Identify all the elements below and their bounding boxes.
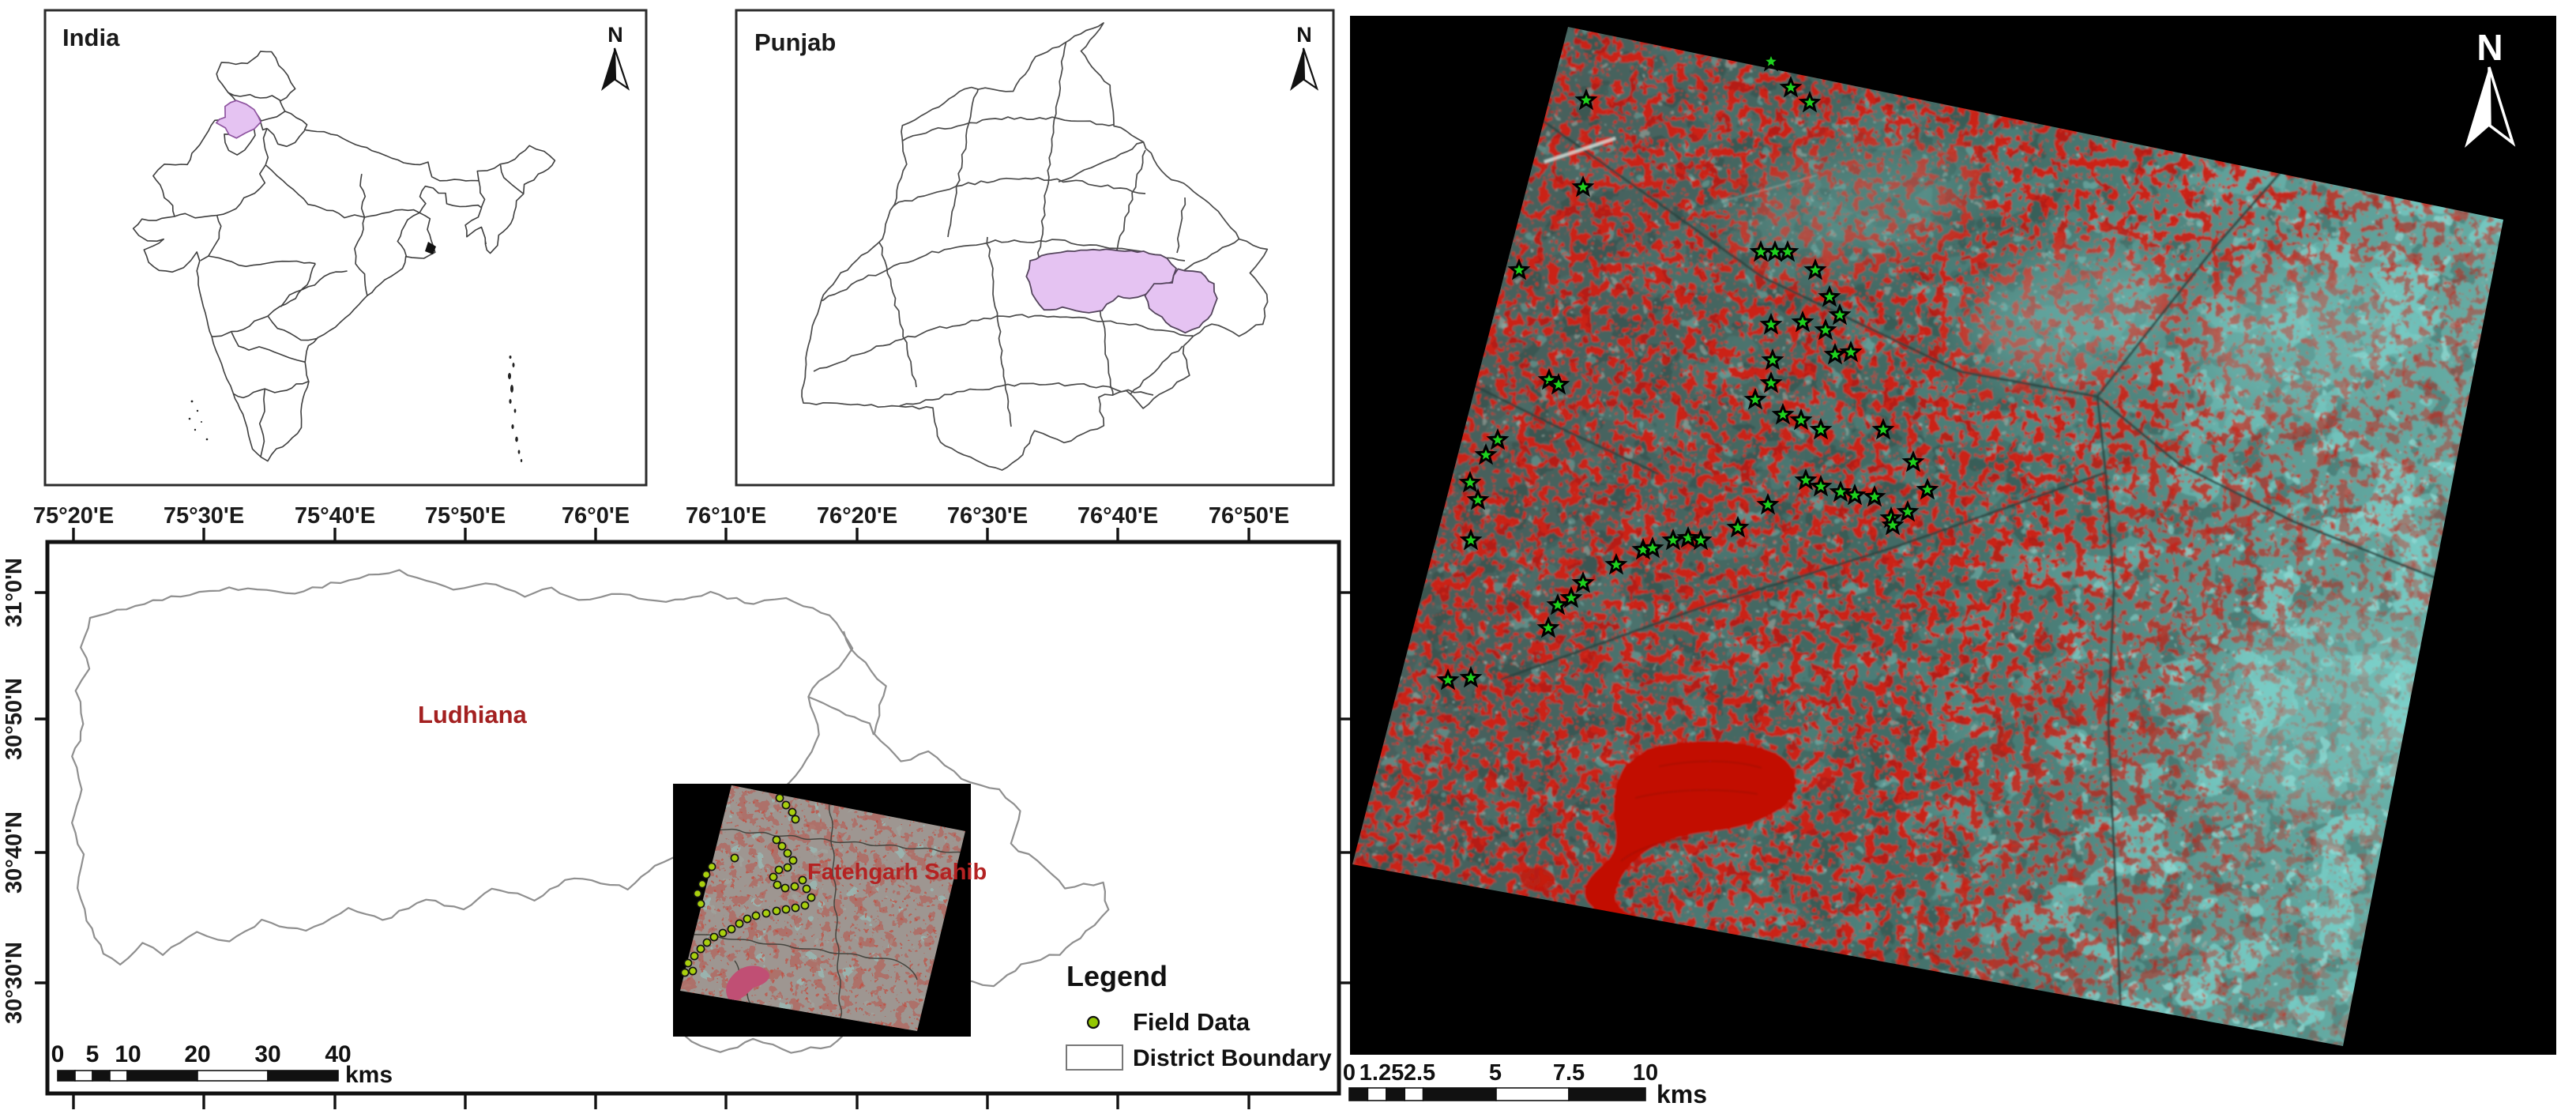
svg-text:District Boundary: District Boundary bbox=[1133, 1045, 1332, 1071]
svg-text:5: 5 bbox=[1489, 1060, 1502, 1086]
svg-text:10: 10 bbox=[1633, 1060, 1658, 1086]
svg-text:7.5: 7.5 bbox=[1553, 1060, 1585, 1086]
svg-text:30°40'N: 30°40'N bbox=[2, 811, 27, 894]
svg-text:Fatehgarh Sahib: Fatehgarh Sahib bbox=[807, 860, 987, 885]
svg-text:30°30'N: 30°30'N bbox=[2, 942, 27, 1024]
svg-text:5: 5 bbox=[86, 1041, 100, 1067]
svg-text:Field Data: Field Data bbox=[1133, 1008, 1250, 1036]
svg-text:75°30'E: 75°30'E bbox=[164, 503, 244, 529]
svg-text:2.5: 2.5 bbox=[1404, 1060, 1435, 1086]
svg-text:kms: kms bbox=[1657, 1080, 1707, 1108]
svg-text:76°0'E: 76°0'E bbox=[562, 503, 630, 529]
svg-text:10: 10 bbox=[115, 1041, 141, 1067]
svg-text:N: N bbox=[1296, 23, 1312, 47]
svg-text:75°40'E: 75°40'E bbox=[295, 503, 375, 529]
svg-text:0: 0 bbox=[51, 1041, 65, 1067]
svg-text:kms: kms bbox=[345, 1062, 393, 1088]
svg-text:40: 40 bbox=[325, 1041, 351, 1067]
svg-text:76°20'E: 76°20'E bbox=[817, 503, 897, 529]
svg-text:Ludhiana: Ludhiana bbox=[418, 701, 528, 728]
svg-text:Punjab: Punjab bbox=[754, 28, 836, 56]
svg-text:N: N bbox=[607, 23, 623, 47]
svg-text:30: 30 bbox=[254, 1041, 280, 1067]
svg-text:75°50'E: 75°50'E bbox=[425, 503, 506, 529]
svg-text:N: N bbox=[2476, 27, 2503, 68]
svg-text:30°50'N: 30°50'N bbox=[2, 678, 27, 760]
svg-text:1.25: 1.25 bbox=[1359, 1060, 1404, 1086]
svg-text:31°0'N: 31°0'N bbox=[2, 558, 27, 627]
svg-text:76°40'E: 76°40'E bbox=[1077, 503, 1158, 529]
svg-text:76°50'E: 76°50'E bbox=[1209, 503, 1289, 529]
svg-text:Legend: Legend bbox=[1066, 960, 1168, 992]
svg-text:76°10'E: 76°10'E bbox=[686, 503, 766, 529]
svg-text:75°20'E: 75°20'E bbox=[33, 503, 114, 529]
svg-text:76°30'E: 76°30'E bbox=[947, 503, 1028, 529]
svg-text:20: 20 bbox=[184, 1041, 210, 1067]
svg-text:0: 0 bbox=[1343, 1060, 1356, 1086]
svg-text:India: India bbox=[62, 24, 120, 51]
